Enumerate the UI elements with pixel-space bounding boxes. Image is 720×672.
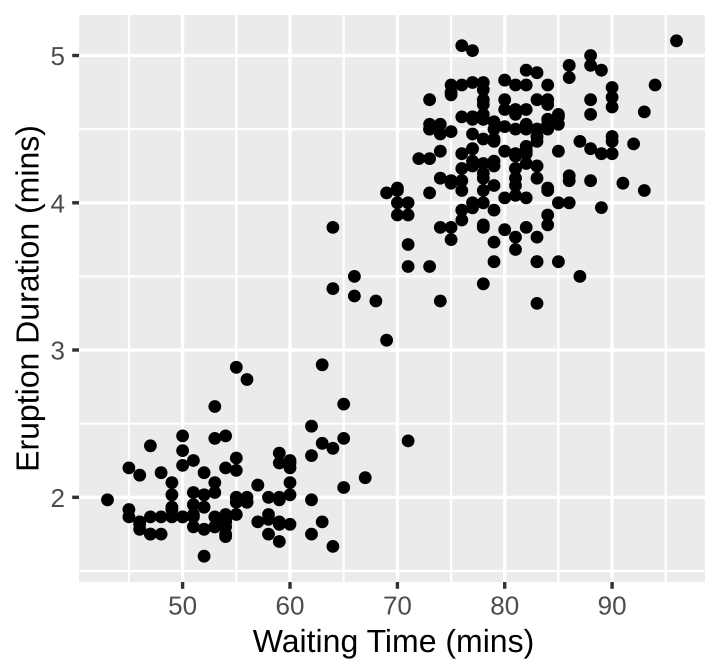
svg-text:Eruption Duration (mins): Eruption Duration (mins) — [9, 125, 45, 472]
svg-text:3: 3 — [51, 336, 65, 366]
svg-text:50: 50 — [168, 591, 197, 621]
svg-text:70: 70 — [383, 591, 412, 621]
svg-text:90: 90 — [598, 591, 627, 621]
svg-text:Waiting Time (mins): Waiting Time (mins) — [253, 623, 535, 659]
svg-text:4: 4 — [51, 188, 65, 218]
svg-text:2: 2 — [51, 483, 65, 513]
svg-text:60: 60 — [276, 591, 305, 621]
svg-text:80: 80 — [490, 591, 519, 621]
svg-text:5: 5 — [51, 41, 65, 71]
